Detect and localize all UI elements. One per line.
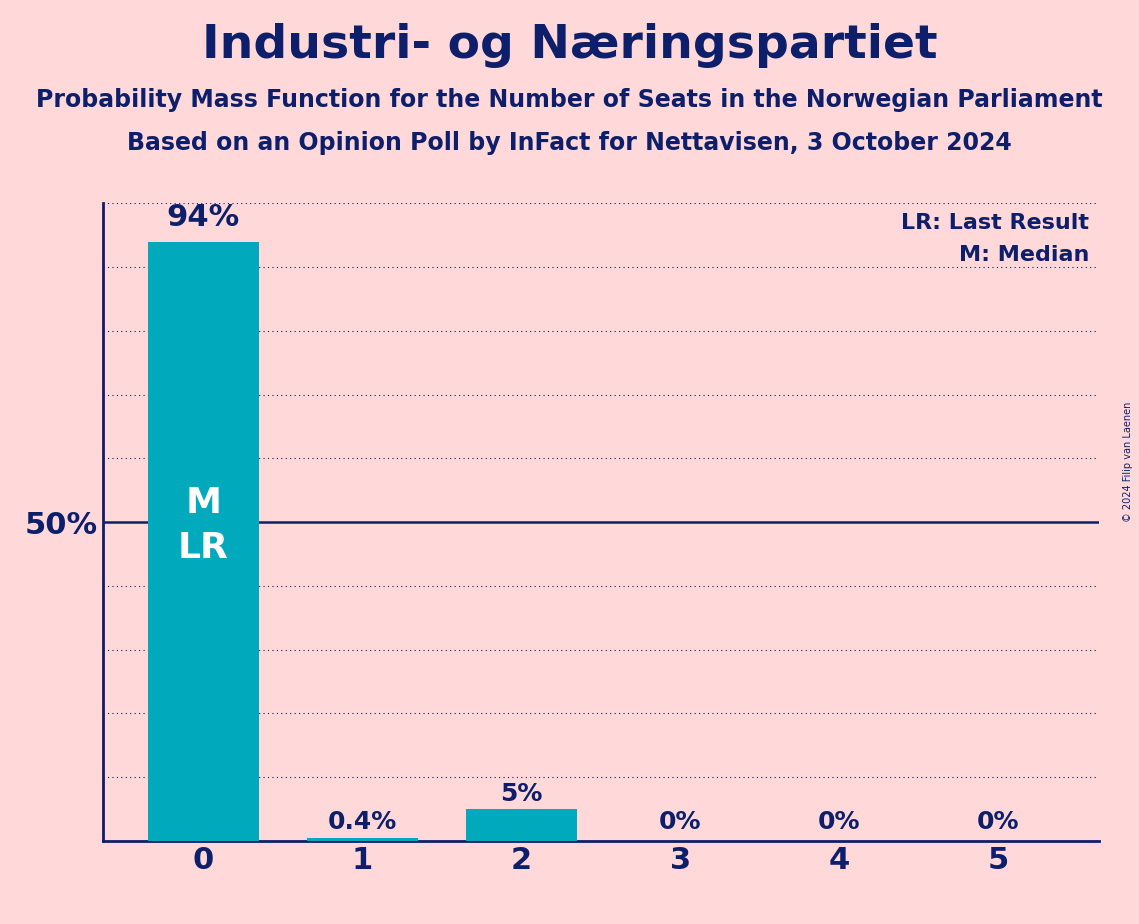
Text: Probability Mass Function for the Number of Seats in the Norwegian Parliament: Probability Mass Function for the Number… [36,88,1103,112]
Text: LR: Last Result: LR: Last Result [901,213,1089,233]
Text: 5%: 5% [500,782,542,806]
Text: LR: LR [178,530,229,565]
Text: © 2024 Filip van Laenen: © 2024 Filip van Laenen [1123,402,1133,522]
Text: 0%: 0% [977,810,1019,834]
Text: 0%: 0% [659,810,702,834]
Text: 0.4%: 0.4% [328,810,398,834]
Bar [148,241,259,841]
Bar [306,838,418,841]
Text: Based on an Opinion Poll by InFact for Nettavisen, 3 October 2024: Based on an Opinion Poll by InFact for N… [128,131,1011,155]
Text: M: Median: M: Median [959,245,1089,264]
Text: M: M [186,486,221,520]
Text: 0%: 0% [818,810,860,834]
Bar [466,809,577,841]
Text: 94%: 94% [166,203,240,232]
Text: Industri- og Næringspartiet: Industri- og Næringspartiet [202,23,937,68]
